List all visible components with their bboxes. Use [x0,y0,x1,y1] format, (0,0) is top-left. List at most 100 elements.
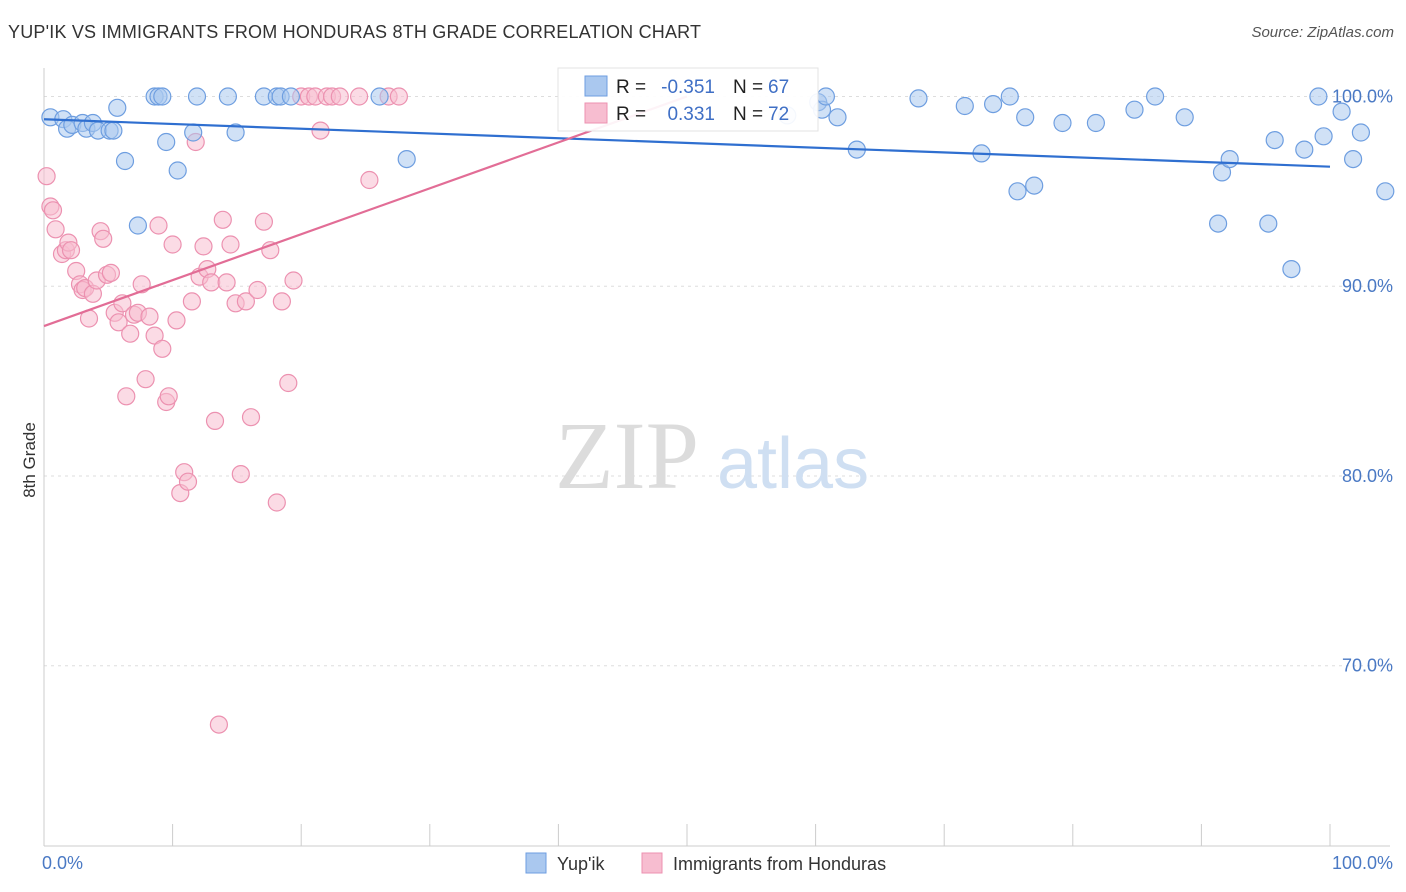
y-tick-label: 100.0% [1332,86,1393,106]
point-yupik [1295,140,1314,159]
point-yupik [1175,108,1194,127]
y-tick-label: 80.0% [1342,466,1393,486]
point-honduras [178,472,198,491]
point-honduras [221,235,240,254]
point-honduras [202,273,221,292]
point-honduras [389,87,408,106]
point-yupik [1351,123,1371,142]
point-honduras [167,311,186,330]
axis-layer [43,68,1390,847]
point-honduras [350,87,369,106]
point-honduras [284,271,303,290]
watermark: ZIP atlas [555,402,869,509]
point-honduras [37,167,56,186]
chart-source: Source: ZipAtlas.com [1251,24,1394,41]
point-yupik [218,87,237,106]
x-tick-label-min: 0.0% [42,853,83,873]
legend-n-value-honduras: 72 [768,104,789,125]
point-yupik [1309,87,1328,106]
point-honduras [159,387,178,406]
point-yupik [397,150,416,169]
point-yupik [157,132,176,152]
point-yupik [1208,214,1228,233]
y-tick-labels: 100.0% 90.0% 80.0% 70.0% [1332,86,1393,675]
point-yupik [184,123,203,142]
point-yupik [153,87,172,106]
trend-lines [43,95,1331,328]
legend-r-label-yupik: R = [616,77,646,98]
point-yupik [1000,87,1019,106]
point-yupik [1086,113,1106,133]
trend-line-honduras [43,95,688,328]
point-yupik [281,87,300,106]
point-honduras [254,212,273,231]
series-honduras-points [37,87,408,734]
point-yupik [1332,102,1351,121]
point-yupik [128,216,147,235]
point-honduras [205,411,225,430]
point-honduras [121,324,140,343]
y-tick-label: 90.0% [1342,276,1393,296]
grid-layer [44,95,1390,667]
point-yupik [187,87,207,106]
point-yupik [955,96,974,116]
chart-title: YUP'IK VS IMMIGRANTS FROM HONDURAS 8TH G… [8,22,702,42]
point-yupik [115,151,135,171]
legend-r-value-honduras: 0.331 [667,104,715,125]
bottom-legend-swatch-honduras [641,852,663,874]
point-honduras [330,87,349,106]
point-honduras [213,210,232,229]
bottom-legend-label-yupik: Yup'ik [557,854,605,874]
point-yupik [370,87,389,106]
point-yupik [909,89,928,108]
point-yupik [1259,214,1278,233]
x-tick-label-max: 100.0% [1332,853,1393,873]
point-honduras [140,307,159,326]
point-honduras [217,273,236,292]
point-honduras [182,292,201,311]
watermark-zip: ZIP [555,402,699,509]
point-honduras [209,715,228,734]
point-yupik [1265,131,1284,150]
point-honduras [279,373,298,393]
legend-n-label-yupik: N = [733,77,763,98]
point-honduras [272,292,291,311]
point-yupik [1008,182,1027,201]
watermark-atlas: atlas [717,424,869,504]
y-tick-label: 70.0% [1342,656,1393,676]
bottom-legend-label-honduras: Immigrants from Honduras [673,854,886,874]
point-honduras [46,220,65,239]
point-honduras [43,201,63,220]
point-honduras [241,408,261,427]
point-yupik [983,94,1003,114]
point-yupik [104,121,123,140]
point-honduras [153,339,172,358]
bottom-legend-swatch-yupik [525,852,547,874]
stats-legend: R = -0.351 N = 67 R = 0.331 N = 72 [557,67,819,132]
point-yupik [816,87,836,106]
legend-r-value-yupik: -0.351 [661,77,715,98]
point-honduras [267,493,286,512]
legend-r-label-honduras: R = [616,104,646,125]
legend-n-value-yupik: 67 [768,77,789,98]
point-yupik [1343,150,1363,169]
point-yupik [1125,100,1144,119]
point-honduras [117,387,136,406]
point-honduras [194,237,213,256]
point-yupik [828,108,847,127]
point-honduras [136,370,155,389]
point-honduras [149,216,168,235]
trend-line-yupik [43,118,1331,168]
bottom-legend: Yup'ik Immigrants from Honduras [525,852,886,874]
point-yupik [1282,260,1301,279]
point-yupik [1025,176,1044,195]
point-yupik [1376,182,1395,201]
point-yupik [1016,108,1035,127]
point-yupik [226,123,245,142]
point-honduras [360,170,379,190]
point-honduras [109,313,128,332]
legend-n-label-honduras: N = [733,104,763,125]
point-honduras [231,465,250,484]
point-yupik [1220,150,1239,169]
